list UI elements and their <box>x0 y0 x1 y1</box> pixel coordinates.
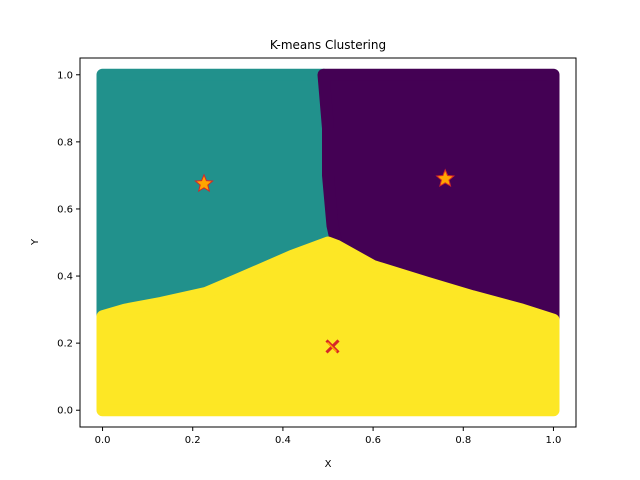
chart-title: K-means Clustering <box>270 38 386 52</box>
y-tick-label: 0.0 <box>57 406 73 417</box>
x-axis-ticks: 0.0 0.2 0.4 0.6 0.8 1.0 <box>95 427 562 446</box>
x-tick-label: 0.6 <box>365 435 381 446</box>
x-tick-label: 0.8 <box>455 435 471 446</box>
centroid-star-upper-right <box>435 168 456 188</box>
cluster-region-bottom <box>96 236 560 417</box>
x-tick-label: 0.2 <box>185 435 201 446</box>
x-axis-label: X <box>325 459 332 470</box>
y-tick-label: 0.6 <box>57 204 73 215</box>
y-tick-label: 0.2 <box>57 339 73 350</box>
cluster-regions <box>96 68 560 417</box>
y-tick-label: 0.4 <box>57 272 73 283</box>
centroid-star-upper-left <box>194 173 214 193</box>
centroid-x-bottom <box>326 341 338 353</box>
plot-frame <box>79 57 577 428</box>
x-tick-label: 0.4 <box>275 435 291 446</box>
y-axis-label: Y <box>30 238 41 246</box>
x-tick-label: 0.0 <box>95 435 111 446</box>
centroid-markers <box>194 168 456 354</box>
y-tick-label: 1.0 <box>57 70 73 81</box>
y-axis-ticks: 0.0 0.2 0.4 0.6 0.8 1.0 <box>57 70 80 417</box>
y-tick-label: 0.8 <box>57 137 73 148</box>
x-tick-label: 1.0 <box>546 435 562 446</box>
